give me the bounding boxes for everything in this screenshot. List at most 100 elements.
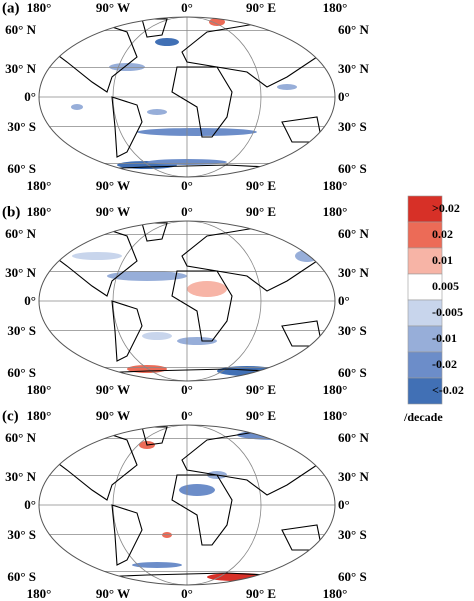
coastline — [141, 222, 168, 242]
lat-label: 30° S — [7, 323, 36, 338]
coastline — [181, 429, 328, 496]
lat-label: 60° N — [5, 226, 36, 241]
legend-label: 0.02 — [432, 227, 453, 241]
anomaly-patch — [179, 484, 215, 496]
lat-label: 30° S — [7, 119, 36, 134]
lon-label: 90° E — [246, 204, 276, 219]
lon-label: 90° W — [96, 408, 130, 423]
lon-label: 0° — [181, 382, 193, 397]
lon-label: 180° — [27, 382, 52, 397]
coastline — [46, 429, 138, 501]
coastline — [46, 225, 138, 297]
lat-label: 30° S — [338, 119, 367, 134]
map — [39, 425, 335, 585]
lat-label: 30° N — [5, 469, 36, 484]
legend-label: -0.01 — [432, 331, 457, 345]
lat-label: 30° S — [338, 527, 367, 542]
lat-label: 60° S — [338, 365, 367, 380]
lat-label: 60° S — [7, 365, 36, 380]
lon-label: 180° — [27, 178, 52, 193]
lon-label: 180° — [323, 408, 348, 423]
lon-label: 90° E — [246, 586, 276, 601]
lon-label: 0° — [181, 408, 193, 423]
lat-label: 60° N — [338, 22, 369, 37]
map — [39, 17, 335, 177]
coastline — [141, 18, 168, 38]
lat-label: 60° N — [5, 430, 36, 445]
anomaly-patch — [137, 128, 257, 136]
lon-label: 180° — [323, 204, 348, 219]
lon-label: 90° W — [96, 586, 130, 601]
legend-swatch — [407, 247, 443, 275]
legend-label: >0.02 — [432, 201, 460, 215]
anomaly-patch — [187, 281, 227, 297]
lat-label: 60° S — [7, 161, 36, 176]
lat-label: 0° — [24, 293, 36, 308]
coastline — [171, 474, 233, 546]
lat-label: 60° S — [7, 569, 36, 584]
legend-label: 0.005 — [432, 279, 459, 293]
lon-label: 180° — [27, 0, 52, 15]
lat-label: 0° — [24, 89, 36, 104]
lon-label: 180° — [27, 586, 52, 601]
coastline — [281, 320, 323, 347]
lat-label: 30° N — [338, 469, 369, 484]
lat-label: 30° S — [7, 527, 36, 542]
lat-label: 60° S — [338, 569, 367, 584]
legend-label: <-0.02 — [432, 383, 464, 397]
lat-label: 60° N — [5, 22, 36, 37]
lon-label: 180° — [323, 0, 348, 15]
legend-label: 0.01 — [432, 253, 453, 267]
lat-label: 0° — [338, 293, 350, 308]
anomaly-patch — [295, 250, 319, 262]
coastline — [111, 504, 143, 566]
lon-label: 90° W — [96, 178, 130, 193]
coastline — [181, 21, 328, 88]
lon-label: 0° — [181, 0, 193, 15]
coastline — [46, 21, 138, 93]
lon-label: 0° — [181, 586, 193, 601]
lon-label: 180° — [323, 178, 348, 193]
lon-label: 0° — [181, 178, 193, 193]
lon-label: 90° E — [246, 178, 276, 193]
lon-label: 180° — [27, 204, 52, 219]
map — [39, 221, 335, 381]
panel-label: (a) — [2, 0, 20, 16]
anomaly-patch — [155, 38, 179, 46]
lon-label: 90° E — [246, 408, 276, 423]
lat-label: 60° S — [338, 161, 367, 176]
map-outline — [38, 16, 336, 178]
lon-label: 90° E — [246, 0, 276, 15]
anomaly-patch — [132, 562, 182, 568]
anomaly-patch — [162, 532, 172, 538]
lat-label: 30° N — [338, 265, 369, 280]
lon-label: 180° — [323, 586, 348, 601]
lat-label: 0° — [338, 89, 350, 104]
coastline — [181, 225, 328, 292]
anomaly-patch — [107, 271, 187, 281]
anomaly-patch — [72, 252, 122, 260]
legend-label: -0.02 — [432, 357, 457, 371]
lon-label: 180° — [323, 382, 348, 397]
lat-label: 0° — [338, 497, 350, 512]
anomaly-patch — [142, 332, 172, 340]
coastline — [111, 96, 143, 158]
lon-label: 90° E — [246, 382, 276, 397]
lon-label: 180° — [27, 408, 52, 423]
anomaly-patch — [71, 104, 83, 110]
lon-label: 90° W — [96, 204, 130, 219]
anomaly-patch — [277, 84, 297, 90]
anomaly-patch — [57, 574, 97, 580]
legend-swatch — [407, 377, 443, 405]
legend-swatch — [407, 195, 443, 223]
coastline — [171, 270, 233, 342]
panel-label: (c) — [2, 408, 19, 424]
lon-label: 0° — [181, 204, 193, 219]
legend-swatch — [407, 325, 443, 353]
coastline — [281, 524, 323, 551]
anomaly-patch — [147, 109, 167, 115]
coastline — [141, 426, 168, 446]
panel-label: (b) — [2, 204, 20, 220]
lon-label: 90° W — [96, 382, 130, 397]
